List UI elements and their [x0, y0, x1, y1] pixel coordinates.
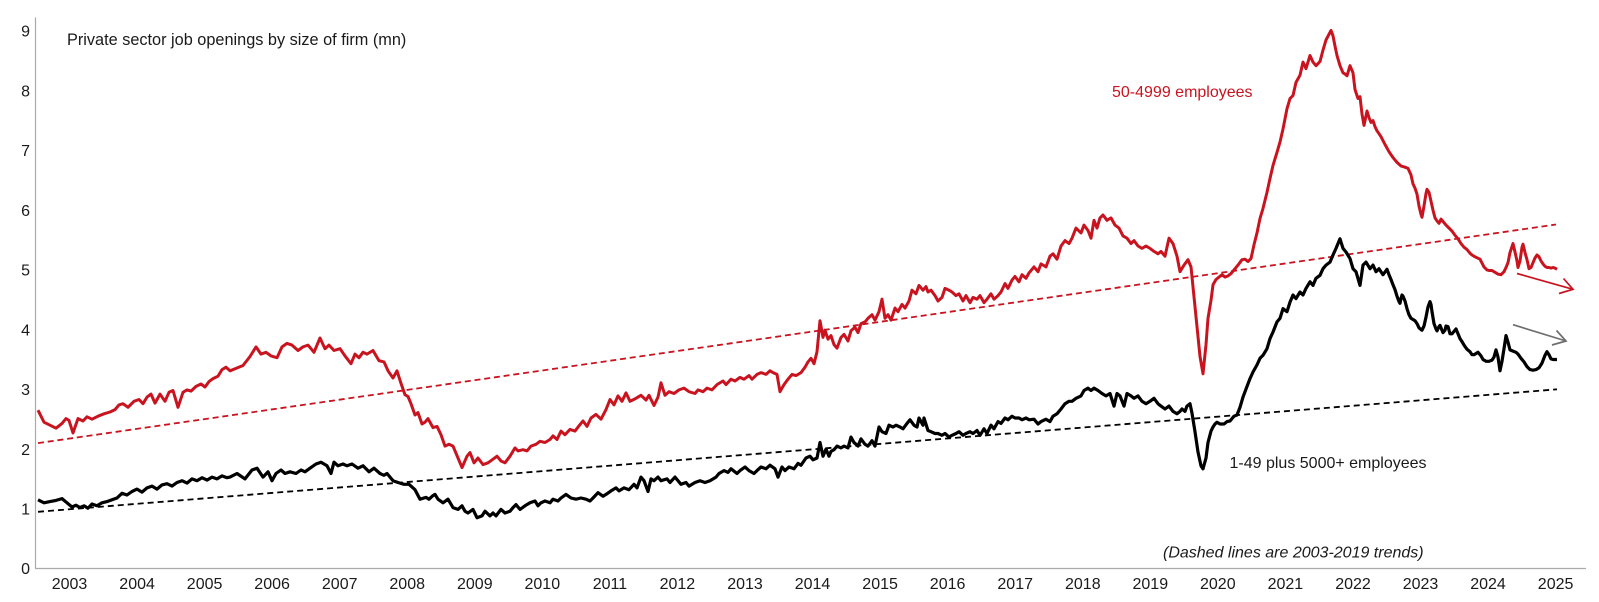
- svg-text:2015: 2015: [862, 576, 898, 593]
- svg-text:50-4999 employees: 50-4999 employees: [1112, 84, 1253, 101]
- svg-text:2010: 2010: [525, 576, 561, 593]
- svg-text:2014: 2014: [795, 576, 831, 593]
- svg-text:2004: 2004: [119, 576, 155, 593]
- svg-text:2016: 2016: [930, 576, 966, 593]
- svg-text:2019: 2019: [1133, 576, 1169, 593]
- svg-text:2025: 2025: [1538, 576, 1574, 593]
- svg-text:2021: 2021: [1268, 576, 1304, 593]
- svg-text:(Dashed lines are 2003-2019 tr: (Dashed lines are 2003-2019 trends): [1163, 545, 1424, 562]
- svg-text:2003: 2003: [52, 576, 88, 593]
- svg-text:2011: 2011: [593, 576, 628, 593]
- svg-text:2005: 2005: [187, 576, 223, 593]
- svg-text:2018: 2018: [1065, 576, 1101, 593]
- svg-text:8: 8: [21, 83, 30, 100]
- svg-text:9: 9: [21, 24, 30, 41]
- svg-text:1-49 plus 5000+ employees: 1-49 plus 5000+ employees: [1230, 455, 1427, 472]
- svg-text:2013: 2013: [727, 576, 763, 593]
- svg-text:2020: 2020: [1200, 576, 1236, 593]
- svg-text:2007: 2007: [322, 576, 358, 593]
- svg-text:6: 6: [21, 203, 30, 220]
- svg-text:2: 2: [21, 442, 30, 459]
- svg-text:2024: 2024: [1470, 576, 1506, 593]
- svg-text:0: 0: [21, 561, 30, 578]
- svg-text:2023: 2023: [1403, 576, 1439, 593]
- svg-text:2022: 2022: [1335, 576, 1371, 593]
- svg-text:2006: 2006: [254, 576, 290, 593]
- svg-text:2009: 2009: [457, 576, 493, 593]
- svg-text:1: 1: [21, 502, 30, 519]
- svg-text:Private sector job openings by: Private sector job openings by size of f…: [67, 31, 406, 49]
- svg-text:4: 4: [21, 322, 30, 339]
- svg-text:3: 3: [21, 382, 30, 399]
- svg-text:2012: 2012: [660, 576, 696, 593]
- svg-text:5: 5: [21, 263, 30, 280]
- svg-text:2008: 2008: [389, 576, 425, 593]
- svg-text:2017: 2017: [997, 576, 1033, 593]
- svg-text:7: 7: [21, 143, 30, 160]
